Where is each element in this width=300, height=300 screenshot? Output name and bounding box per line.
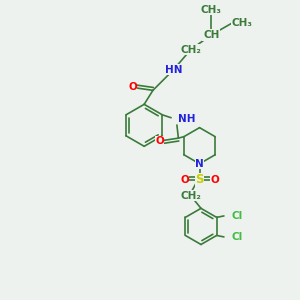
Text: CH₂: CH₂: [180, 191, 201, 201]
Text: CH: CH: [203, 30, 219, 40]
Text: Cl: Cl: [231, 232, 242, 242]
Text: N: N: [195, 159, 204, 169]
Text: O: O: [128, 82, 137, 92]
Text: CH₂: CH₂: [180, 45, 201, 55]
Text: CH₃: CH₃: [201, 4, 222, 15]
Text: O: O: [210, 175, 219, 185]
Text: NH: NH: [178, 114, 196, 124]
Text: S: S: [195, 173, 204, 186]
Text: CH₃: CH₃: [232, 18, 253, 28]
Text: HN: HN: [165, 65, 182, 75]
Text: Cl: Cl: [231, 211, 242, 221]
Text: O: O: [180, 175, 189, 185]
Text: O: O: [155, 136, 164, 146]
